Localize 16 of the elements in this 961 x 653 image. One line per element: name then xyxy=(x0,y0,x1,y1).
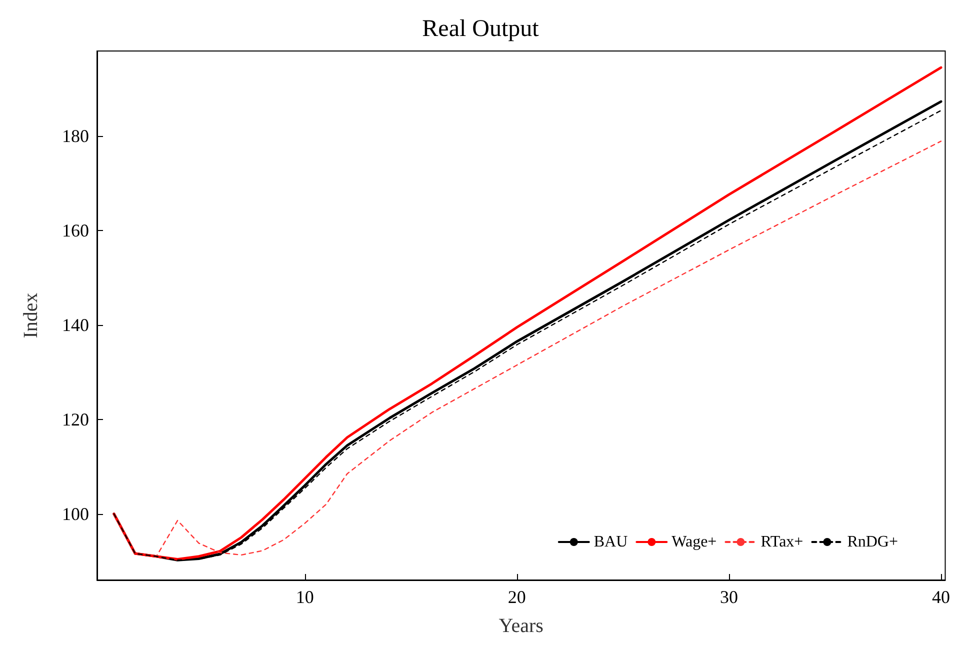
y-tick-label: 140 xyxy=(62,314,89,335)
x-tick-label: 10 xyxy=(296,587,314,607)
legend-label: RnDG+ xyxy=(847,534,898,550)
legend-label: Wage+ xyxy=(672,534,717,550)
y-tick-label: 120 xyxy=(62,409,89,430)
y-tick-label: 160 xyxy=(62,220,89,240)
legend-label: BAU xyxy=(594,534,628,550)
x-tick-label: 20 xyxy=(508,587,526,607)
chart-title: Real Output xyxy=(422,16,540,42)
legend-label: RTax+ xyxy=(760,534,804,550)
y-axis-title: Index xyxy=(20,292,42,338)
x-axis-title: Years xyxy=(498,615,544,637)
y-tick-label: 100 xyxy=(62,504,89,524)
y-tick-label: 180 xyxy=(62,126,89,146)
x-tick-label: 30 xyxy=(720,587,738,607)
x-tick-label: 40 xyxy=(932,587,950,607)
